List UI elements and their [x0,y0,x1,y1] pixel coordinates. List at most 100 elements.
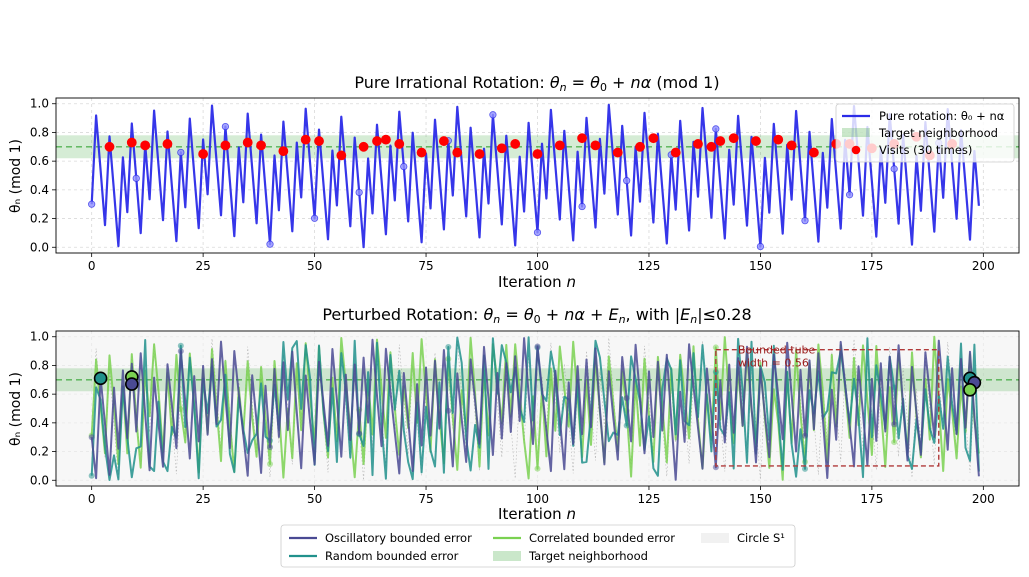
sample-marker [578,202,586,211]
visit-point [590,140,601,151]
visit-point [773,134,784,145]
legend-label: Visits (30 times) [879,143,972,157]
chart2-title: Perturbed Rotation: θn = θ0 + nα + En, w… [322,305,751,326]
sample-marker [712,344,719,351]
perturbed-series-line [90,337,980,481]
visit-point [510,139,521,149]
visit-point [104,141,115,152]
sample-marker [88,200,96,208]
visit-point [809,147,819,158]
visit-point [242,137,253,148]
sample-marker [712,369,719,376]
x-tick-label: 50 [307,492,322,506]
x-tick-label: 175 [860,259,883,273]
x-tick-label: 100 [526,492,549,506]
visit-point [715,136,726,146]
x-tick-label: 50 [307,259,322,273]
sample-marker [712,125,720,133]
sample-marker [88,434,95,441]
highlight-point [93,371,108,386]
y-tick-label: 0.0 [30,240,49,254]
legend-marker-swatch [851,145,861,155]
sample-marker [445,407,452,414]
x-tick-label: 125 [638,492,661,506]
chart-pure-rotation: Pure Irrational Rotation: θn = θ0 + nα (… [8,73,1020,291]
y-tick-label: 0.2 [30,212,49,226]
y-tick-label: 0.4 [30,416,49,430]
sample-marker [400,162,408,171]
pure-rotation-line [90,103,980,249]
visit-point [670,147,681,158]
visit-point [314,136,324,146]
y-tick-label: 0.6 [30,387,49,401]
bounded-tube-box [715,348,940,467]
y-tick-label: 0.8 [30,125,49,139]
chart2-x-axis-label: Iteration n [498,505,576,523]
sample-marker [88,472,95,479]
sample-marker [489,111,497,119]
sample-marker [534,465,541,472]
sample-marker [267,444,273,451]
sample-marker [890,165,898,173]
visit-point [140,140,151,151]
chart1-title: Pure Irrational Rotation: θn = θ0 + nα (… [354,73,719,94]
x-tick-label: 100 [526,259,549,273]
y-tick-label: 1.0 [30,330,49,344]
y-tick-label: 0.4 [30,183,49,197]
visit-point [416,147,427,158]
y-tick-label: 1.0 [30,97,49,111]
bottom-legend: Oscillatory bounded error Random bounded … [280,524,796,568]
sample-marker [177,148,185,157]
visit-point [381,134,391,145]
visit-point [474,149,485,159]
legend-label: Target neighborhood [528,549,648,563]
sample-marker [356,430,363,437]
x-tick-label: 175 [860,492,883,506]
sample-marker [623,177,631,185]
visit-point [256,140,266,151]
sample-marker [267,461,273,468]
x-tick-label: 150 [749,492,772,506]
sample-marker [310,214,319,222]
sample-marker [891,439,898,446]
visit-point [394,139,405,149]
chart-perturbed-rotation: Perturbed Rotation: θn = θ0 + nα + En, w… [8,305,1020,523]
visit-point [358,141,369,152]
visit-point [612,147,623,158]
sample-marker [623,395,630,402]
visit-point [532,149,543,159]
visit-point [693,139,703,149]
legend-label: Random bounded error [325,549,459,563]
sample-marker [756,242,765,251]
visit-point [648,133,659,144]
y-tick-label: 0.8 [30,358,49,372]
sample-marker [533,228,542,237]
visit-point [278,146,289,157]
sample-marker [177,348,184,355]
sample-marker [534,343,541,350]
sample-marker [802,465,808,472]
legend-label: Oscillatory bounded error [325,531,472,545]
visit-point [162,139,173,149]
visit-point [452,147,463,158]
sample-marker [802,432,808,439]
visit-point [706,141,717,152]
visit-point [786,140,797,151]
highlight-point [124,377,139,391]
annotation-text: Bounded tube [738,344,816,357]
visit-point [126,137,137,148]
annotation-text: width = 0.56 [738,357,809,370]
x-tick-label: 200 [972,492,995,506]
legend-band-swatch [493,551,521,561]
sample-marker [221,122,230,131]
visit-point [438,136,449,146]
y-tick-label: 0.0 [30,473,49,487]
chart1-y-axis-label: θₙ (mod 1) [8,139,24,213]
sample-marker [801,217,809,225]
visit-point [336,150,347,161]
legend-label: Circle S¹ [737,531,785,545]
x-tick-label: 75 [418,259,433,273]
visit-point [728,133,739,144]
visit-point [300,134,311,145]
